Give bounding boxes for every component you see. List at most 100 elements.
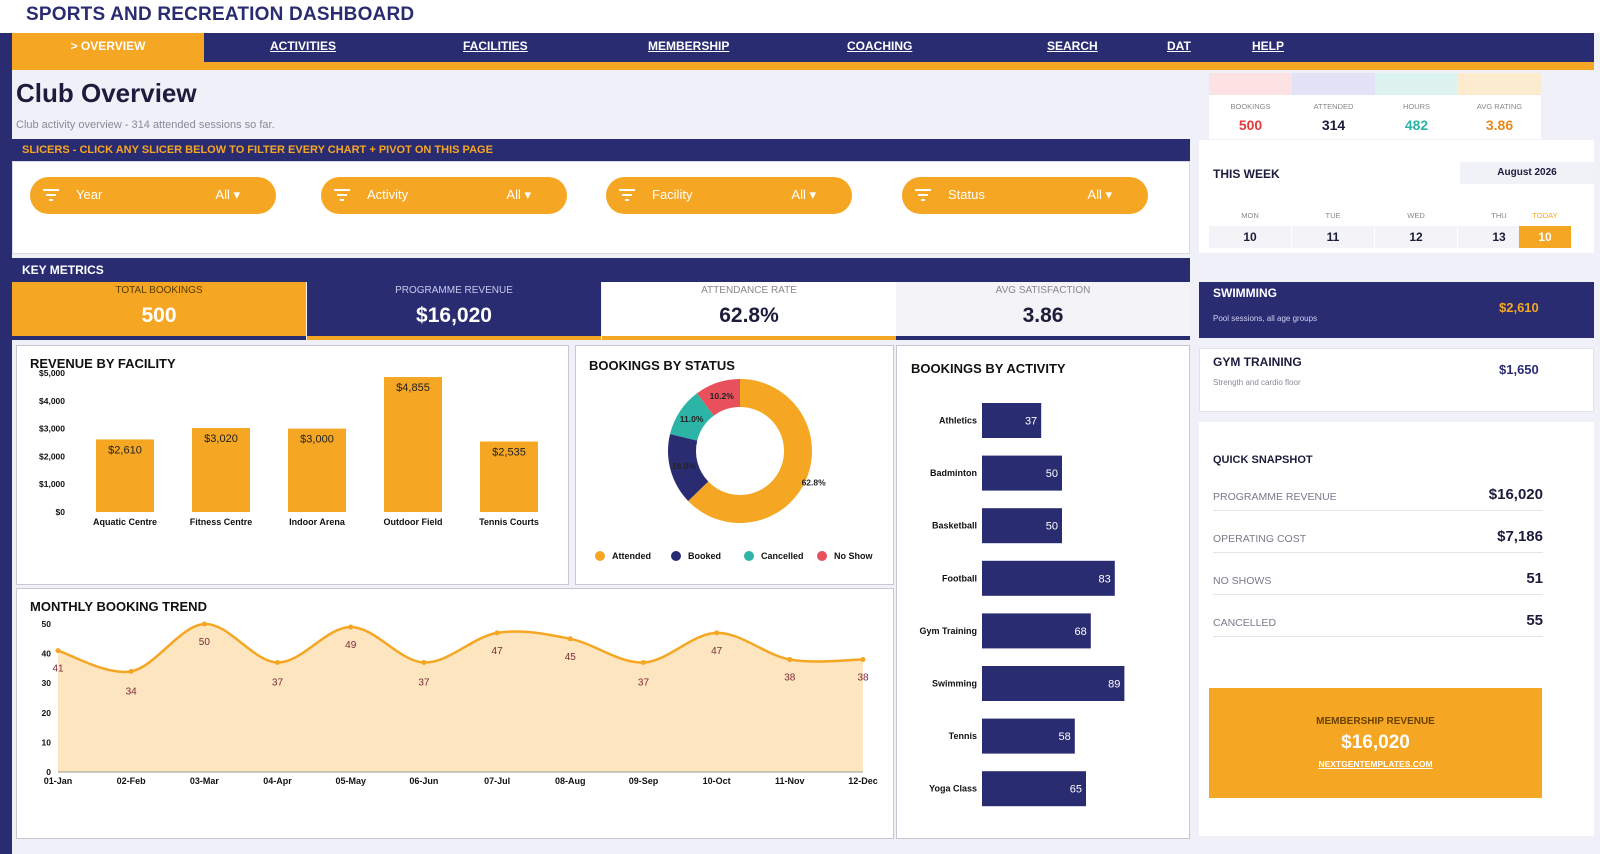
y-tick-label: $5,000 — [39, 368, 65, 378]
chart-title: REVENUE BY FACILITY — [30, 356, 176, 371]
y-tick-label: 30 — [42, 678, 52, 688]
filter-icon — [619, 189, 635, 201]
nextgen-link[interactable]: NEXTGENTEMPLATES.COM — [1318, 759, 1433, 769]
data-label: 37 — [418, 677, 430, 688]
bookings-by-activity-panel: BOOKINGS BY ACTIVITY Athletics 37 Badminto… — [896, 345, 1190, 839]
main-nav: > OVERVIEW ACTIVITIES FACILITIES MEMBERS… — [12, 33, 1594, 62]
y-tick-label: 10 — [42, 737, 52, 747]
y-tick-label: $2,000 — [39, 451, 65, 461]
data-point — [567, 636, 573, 642]
stat-hours: HOURS 482 — [1375, 73, 1458, 139]
y-tick-label: 40 — [42, 649, 52, 659]
stat-label: AVG RATING — [1476, 102, 1523, 111]
data-label: 41 — [52, 664, 64, 675]
data-point — [201, 621, 207, 627]
data-label: $3,000 — [300, 434, 334, 446]
stat-value: 500 — [1238, 117, 1263, 133]
x-tick-label: Fitness Centre — [190, 517, 253, 527]
nav-overview[interactable]: > OVERVIEW — [12, 33, 204, 62]
nav-membership[interactable]: MEMBERSHIP — [648, 39, 730, 53]
data-point — [860, 657, 866, 663]
month-label[interactable]: August 2026 — [1460, 162, 1594, 184]
snapshot-label: OPERATING COST — [1213, 533, 1307, 545]
data-point — [714, 630, 720, 636]
weekday-date[interactable]: 10 — [1209, 226, 1291, 248]
bar — [384, 377, 442, 512]
data-label: 49 — [345, 640, 357, 651]
kpi-programme-revenue: PROGRAMME REVENUE $16,020 — [307, 282, 601, 340]
data-label: 68 — [1075, 626, 1087, 638]
stat-value: 314 — [1321, 117, 1346, 133]
data-label: 38 — [857, 673, 869, 684]
slicer-status[interactable]: Status All ▾ — [902, 177, 1148, 214]
bar — [192, 428, 250, 512]
chart-title: BOOKINGS BY ACTIVITY — [911, 361, 1066, 376]
monthly-trend-panel: MONTHLY BOOKING TREND 0 10 20 30 40 50 41 01-Ja… — [16, 588, 894, 839]
activity-card-gym-training[interactable]: GYM TRAINING Strength and cardio floor $… — [1199, 348, 1594, 412]
nav-facilities[interactable]: FACILITIES — [463, 39, 528, 53]
slicer-activity[interactable]: Activity All ▾ — [321, 177, 567, 214]
x-tick-label: 10-Oct — [703, 776, 731, 786]
filter-icon — [43, 189, 59, 201]
slicer-value: All ▾ — [506, 187, 531, 202]
activity-chart: Athletics 37 Badminton 50 Basketball 50 Footba… — [919, 403, 1125, 807]
revenue-chart: $0 $1,000 $2,000 $3,000 $4,000 $5,000 $2,610 Aq… — [39, 368, 539, 527]
snapshot-row: CANCELLED 55 — [1213, 607, 1543, 637]
bar — [982, 508, 1062, 544]
slicer-facility[interactable]: Facility All ▾ — [606, 177, 852, 214]
slice-label: 11.0% — [680, 414, 704, 424]
snapshot-label: CANCELLED — [1213, 617, 1277, 629]
snapshot-row: NO SHOWS 51 — [1213, 565, 1543, 595]
activity-name: GYM TRAINING — [1213, 355, 1302, 369]
slicer-name: Facility — [652, 187, 693, 202]
nav-search[interactable]: SEARCH — [1047, 39, 1098, 53]
bar — [982, 403, 1042, 438]
x-tick-label: 11-Nov — [775, 776, 805, 786]
data-label: 89 — [1108, 679, 1120, 691]
x-tick-label: 06-Jun — [409, 776, 438, 786]
data-label: 34 — [126, 686, 138, 697]
data-label: $2,535 — [492, 447, 526, 459]
chart-title: BOOKINGS BY STATUS — [589, 358, 735, 373]
y-tick-label: Gym Training — [919, 626, 977, 636]
kpi-attendance-rate: ATTENDANCE RATE 62.8% — [602, 282, 896, 340]
data-label: $3,020 — [204, 433, 238, 445]
legend-swatch — [671, 551, 681, 561]
donut-slice — [670, 393, 714, 441]
today-date[interactable]: 10 — [1519, 226, 1571, 248]
legend-swatch — [595, 551, 605, 561]
kpi-value: 62.8% — [719, 304, 779, 327]
y-tick-label: Football — [942, 573, 977, 583]
x-tick-label: 01-Jan — [44, 776, 73, 786]
snapshot-value: $16,020 — [1488, 486, 1543, 503]
data-label: $2,610 — [108, 444, 142, 456]
nav-underline — [12, 62, 1594, 70]
top-stats: BOOKINGS 500 ATTENDED 314 HOURS 482 AVG … — [1209, 73, 1542, 139]
y-tick-label: 50 — [42, 619, 52, 629]
data-point — [275, 659, 281, 665]
data-point — [787, 657, 793, 663]
bar — [982, 560, 1115, 596]
kpi-label: PROGRAMME REVENUE — [395, 285, 513, 296]
membership-value: $16,020 — [1341, 732, 1410, 753]
x-tick-label: 07-Jul — [484, 776, 510, 786]
bar — [982, 613, 1091, 649]
activity-card-swimming[interactable]: SWIMMING Pool sessions, all age groups $… — [1199, 282, 1594, 338]
nav-activities[interactable]: ACTIVITIES — [270, 39, 337, 53]
nav-data[interactable]: DAT — [1167, 39, 1191, 53]
revenue-by-facility-panel: REVENUE BY FACILITY $0 $1,000 $2,000 $3,000… — [16, 345, 569, 585]
nav-help[interactable]: HELP — [1252, 39, 1285, 53]
weekday-date[interactable]: 12 — [1375, 226, 1457, 248]
x-tick-label: Outdoor Field — [384, 517, 443, 527]
weekday-date[interactable]: 11 — [1292, 226, 1374, 248]
nav-coaching[interactable]: COACHING — [847, 39, 913, 53]
trend-chart: 0 10 20 30 40 50 41 01-Jan 34 02-Feb 50 03-Mar 37 04-… — [42, 619, 878, 786]
data-label: 37 — [638, 677, 650, 688]
snapshot-value: $7,186 — [1497, 528, 1543, 545]
x-tick-label: 03-Mar — [190, 776, 220, 786]
key-metrics-header: KEY METRICS — [12, 258, 1190, 282]
data-label: 47 — [492, 646, 504, 657]
stat-band — [1209, 73, 1292, 95]
slicer-year[interactable]: Year All ▾ — [30, 177, 276, 214]
this-week-title: THIS WEEK — [1213, 167, 1280, 181]
